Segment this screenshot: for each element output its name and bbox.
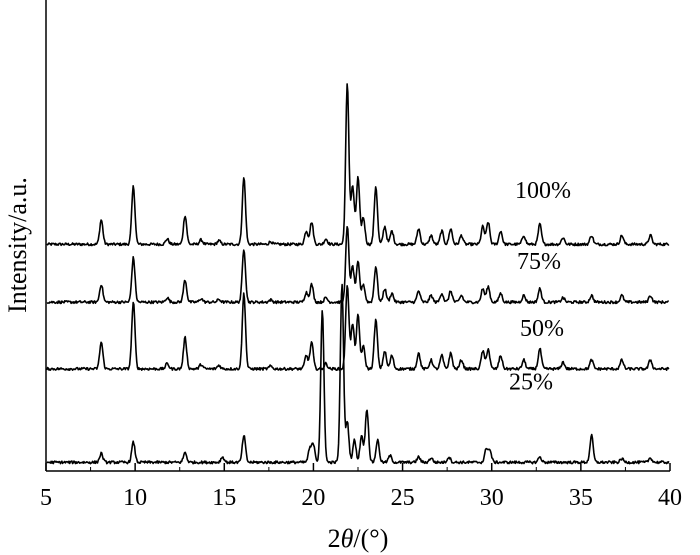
series-layer <box>46 83 670 465</box>
series-line-75pct <box>46 225 669 305</box>
series-label-25pct: 25% <box>509 369 553 395</box>
series-line-50pct <box>46 284 670 372</box>
x-tick-layer: 5 10 15 20 25 30 35 40 <box>40 463 682 511</box>
x-tick-label: 35 <box>569 485 593 511</box>
x-tick-label: 20 <box>301 485 325 511</box>
x-tick-label: 30 <box>480 485 504 511</box>
series-line-100pct <box>46 83 670 247</box>
x-tick-label: 15 <box>212 485 236 511</box>
series-line-25pct <box>46 283 670 465</box>
series-label-75pct: 75% <box>517 249 561 275</box>
x-tick-label: 5 <box>40 485 52 511</box>
series-label-100pct: 100% <box>515 178 571 204</box>
series-label-50pct: 50% <box>520 316 564 342</box>
plot-frame <box>45 0 670 472</box>
x-tick-label: 40 <box>658 485 682 511</box>
x-axis-title: 2θ/(°) <box>328 524 389 553</box>
x-tick-label: 10 <box>123 485 147 511</box>
x-tick-label: 25 <box>391 485 415 511</box>
y-axis-title: Intensity/a.u. <box>3 177 32 313</box>
series-label-layer: 100% 75% 50% 25% <box>509 178 571 395</box>
